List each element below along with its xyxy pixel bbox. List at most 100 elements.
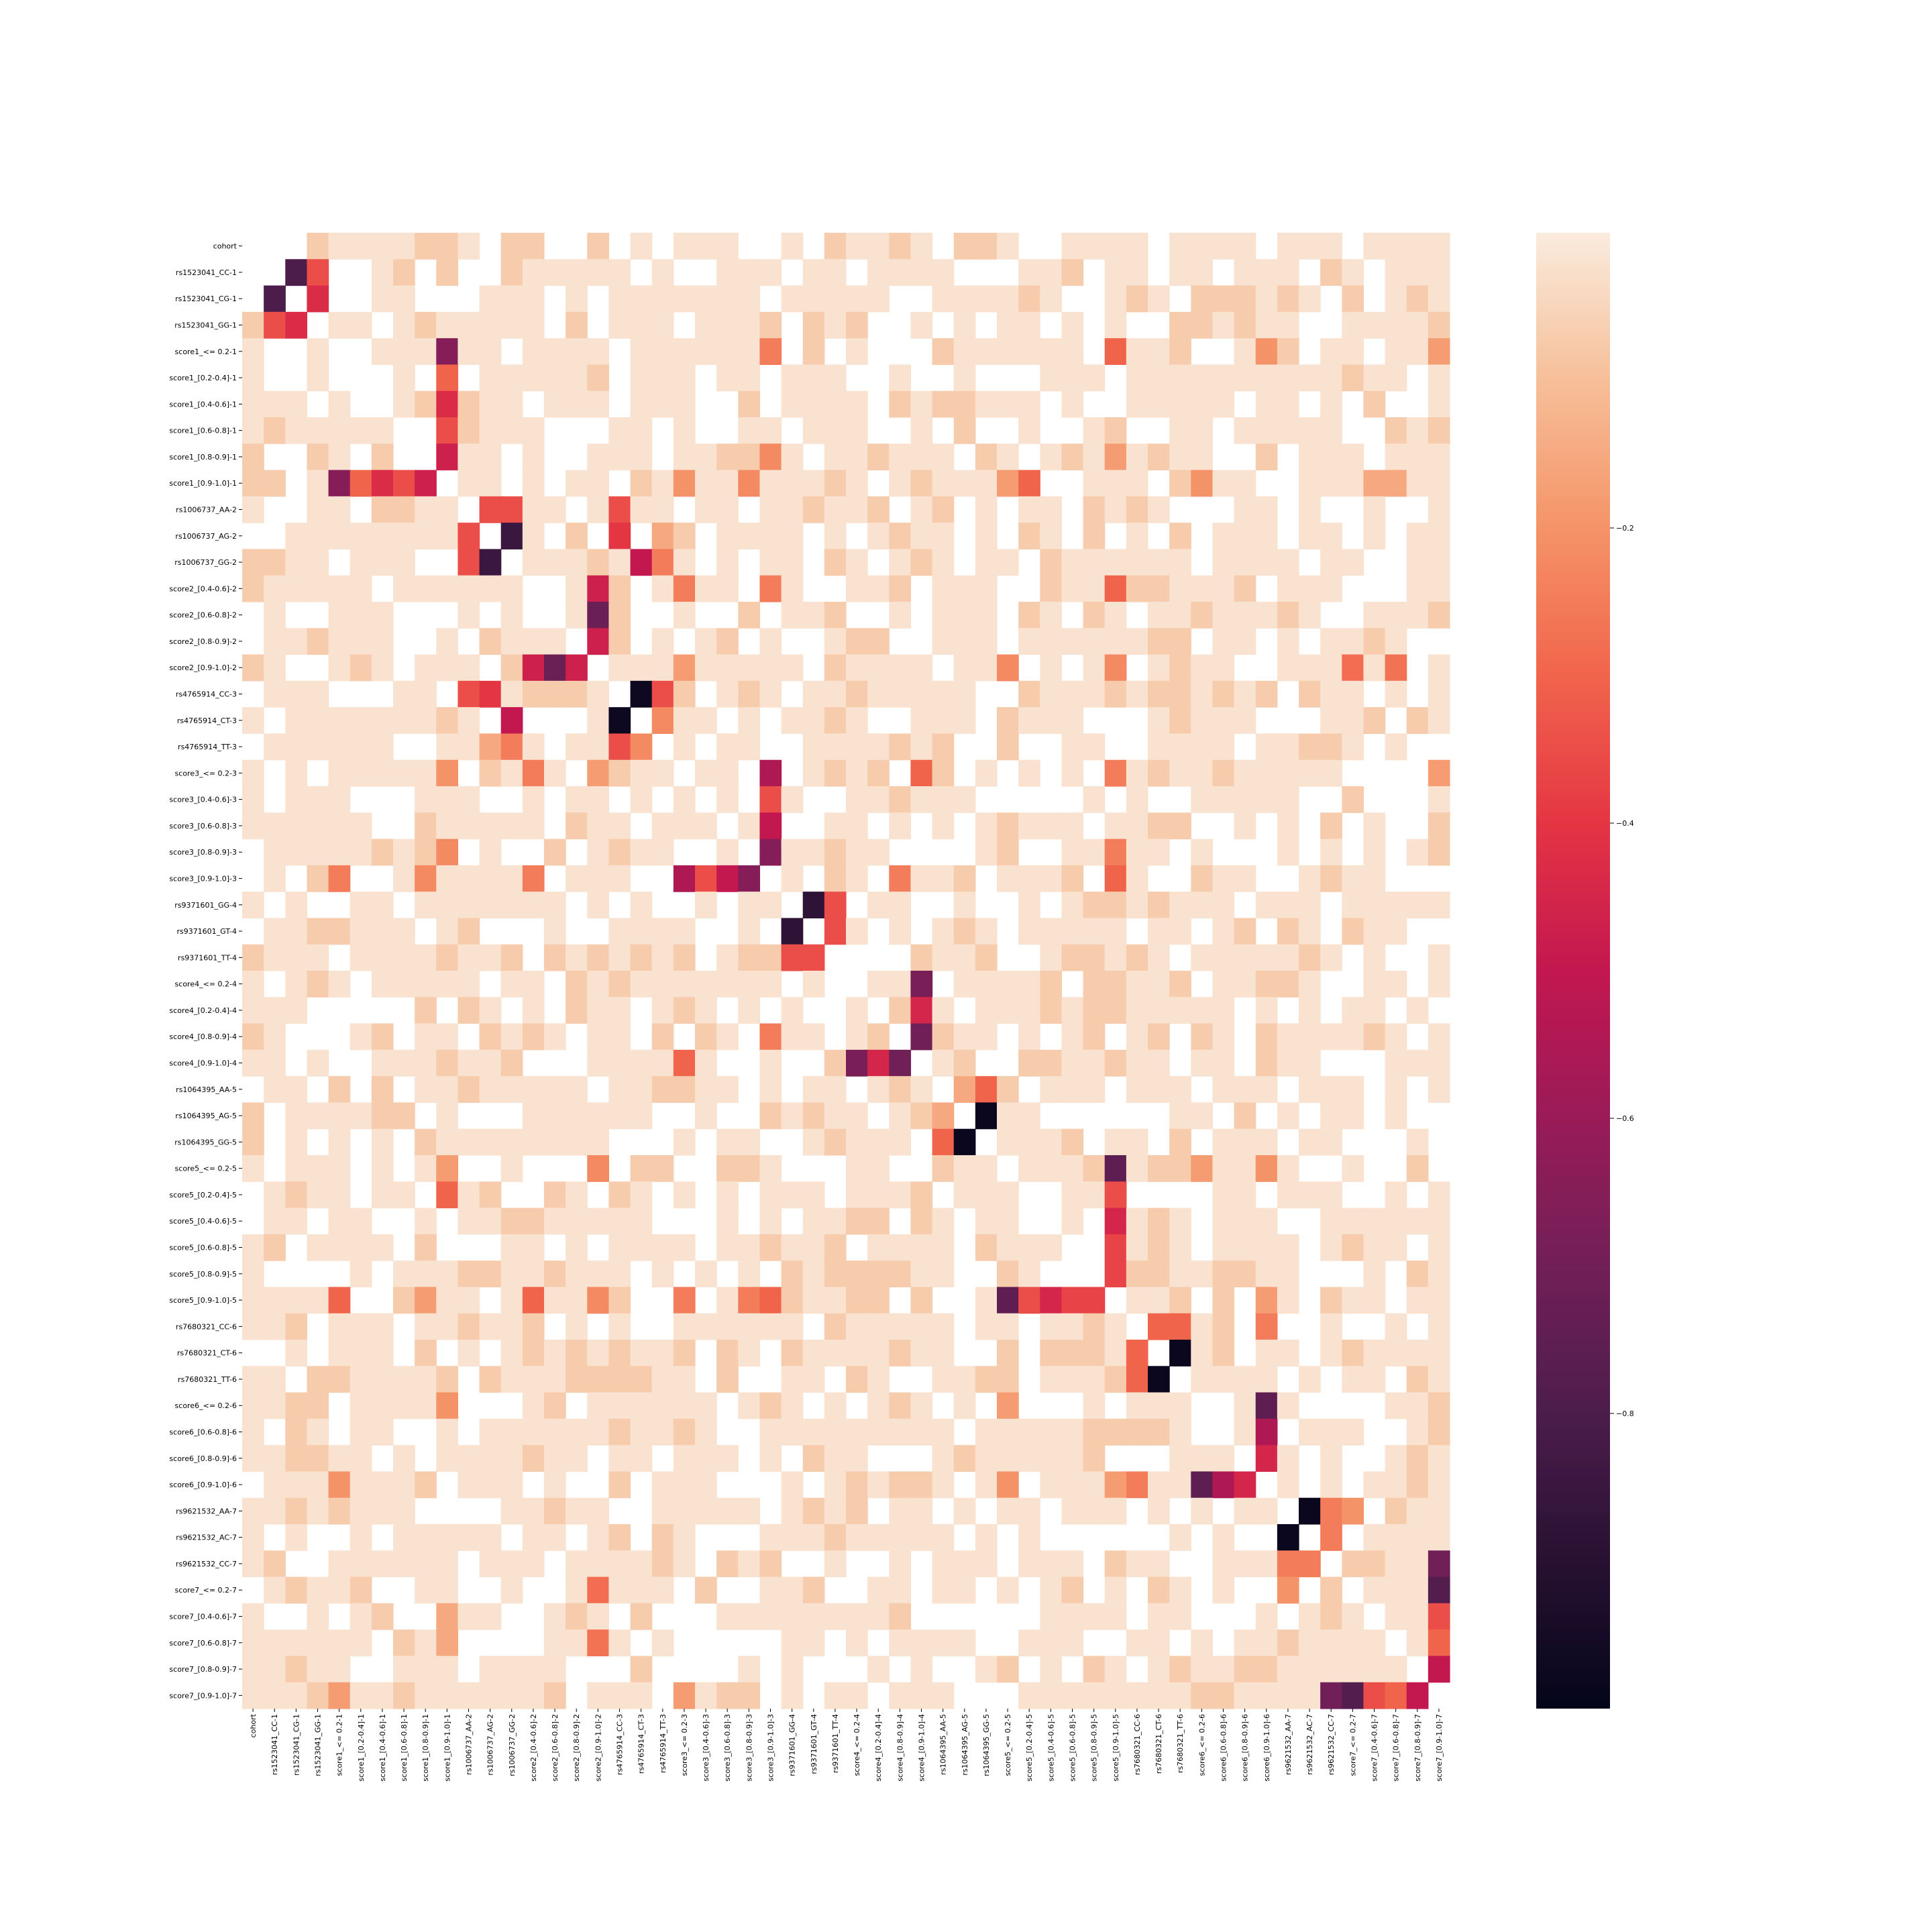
heatmap-cell	[350, 470, 372, 497]
heatmap-cell	[910, 1418, 933, 1446]
heatmap-cell	[1083, 1497, 1106, 1525]
heatmap-cell	[566, 1550, 588, 1578]
heatmap-cell	[500, 1260, 523, 1288]
heatmap-cell	[1255, 1682, 1278, 1709]
heatmap-cell	[566, 390, 588, 418]
heatmap-cell	[1320, 1340, 1342, 1366]
heatmap-cell	[1061, 1550, 1084, 1578]
heatmap-cell	[479, 1603, 502, 1630]
heatmap-cell	[1299, 1023, 1321, 1051]
heatmap-cell	[415, 1049, 437, 1077]
heatmap-cell	[1061, 1181, 1084, 1209]
heatmap-cell	[1018, 997, 1040, 1024]
heatmap-cell	[781, 1497, 804, 1525]
heatmap-cell	[1428, 496, 1450, 523]
heatmap-cell	[544, 759, 566, 787]
heatmap-cell	[651, 1392, 674, 1419]
heatmap-cell	[1148, 1656, 1170, 1683]
heatmap-cell	[889, 575, 912, 602]
heatmap-cell	[500, 1471, 523, 1499]
heatmap-cell	[371, 470, 394, 497]
y-tick-label: score6_[0.9-1.0]-6	[169, 1481, 237, 1489]
heatmap-cell	[802, 390, 825, 418]
heatmap-cell	[889, 233, 912, 260]
heatmap-cell	[307, 338, 329, 366]
heatmap-cell	[522, 1418, 545, 1446]
heatmap-cell	[479, 812, 502, 840]
heatmap-cell	[1363, 707, 1386, 735]
heatmap-cell	[1018, 1155, 1040, 1182]
heatmap-cell	[500, 1049, 523, 1077]
heatmap-cell	[802, 338, 825, 366]
heatmap-cell	[415, 839, 437, 866]
heatmap-cell	[738, 1656, 761, 1683]
y-tick-label: score1_[0.9-1.0]-1	[169, 479, 237, 488]
heatmap-cell	[759, 812, 782, 840]
heatmap-cell	[436, 390, 459, 418]
x-tick-label: score7_[0.8-0.9]-7	[1413, 1714, 1422, 1782]
heatmap-cell	[1040, 259, 1063, 286]
heatmap-cell	[1061, 839, 1084, 866]
heatmap-cell	[371, 759, 394, 787]
heatmap-cell	[1299, 1049, 1321, 1077]
heatmap-cell	[1018, 311, 1040, 339]
heatmap-cell	[716, 285, 739, 313]
heatmap-cell	[1148, 918, 1170, 945]
heatmap-cell	[1148, 1629, 1170, 1657]
heatmap-cell	[910, 523, 933, 550]
heatmap-cell	[307, 1102, 329, 1130]
heatmap-cell	[1428, 1524, 1450, 1551]
heatmap-cell	[285, 759, 308, 787]
heatmap-cell	[910, 997, 933, 1024]
heatmap-cell	[1212, 786, 1235, 813]
y-tick-label: rs1523041_CC-1	[176, 268, 237, 277]
heatmap-cell	[1428, 892, 1450, 919]
heatmap-cell	[544, 654, 566, 682]
heatmap-cell	[544, 1603, 566, 1630]
heatmap-cell	[738, 364, 761, 392]
heatmap-cell	[997, 1392, 1019, 1419]
heatmap-cell	[867, 1524, 890, 1551]
heatmap-cell	[1342, 1208, 1364, 1235]
heatmap-cell	[1385, 311, 1407, 339]
heatmap-cell	[544, 338, 566, 366]
heatmap-cell	[587, 233, 610, 260]
heatmap-cell	[415, 654, 437, 682]
heatmap-cell	[630, 918, 653, 945]
heatmap-cell	[846, 1524, 868, 1551]
heatmap-cell	[673, 1340, 696, 1366]
heatmap-cell	[458, 311, 480, 339]
heatmap-cell	[781, 997, 804, 1024]
heatmap-cell	[1148, 1023, 1170, 1051]
heatmap-cell	[1385, 1682, 1407, 1709]
heatmap-cell	[1234, 680, 1256, 708]
heatmap-cell	[1277, 549, 1299, 576]
heatmap-cell	[738, 1682, 761, 1709]
heatmap-cell	[350, 311, 372, 339]
heatmap-cell	[1126, 470, 1148, 497]
heatmap-cell	[1126, 997, 1148, 1024]
heatmap-cell	[1040, 1155, 1063, 1182]
heatmap-cell	[1169, 1418, 1191, 1446]
heatmap-cell	[1169, 654, 1191, 682]
heatmap-cell	[997, 1497, 1019, 1525]
heatmap-cell	[1169, 1287, 1191, 1314]
heatmap-cell	[1385, 1234, 1407, 1261]
heatmap-cell	[1277, 1576, 1299, 1604]
heatmap-cell	[695, 1260, 717, 1288]
heatmap-cell	[608, 759, 631, 787]
heatmap-cell	[781, 1023, 804, 1051]
heatmap-cell	[975, 470, 998, 497]
heatmap-cell	[436, 865, 459, 892]
heatmap-cell	[371, 1392, 394, 1419]
heatmap-cell	[522, 971, 545, 998]
heatmap-cell	[264, 1287, 286, 1314]
heatmap-cell	[1083, 892, 1106, 919]
heatmap-cell	[1277, 759, 1299, 787]
heatmap-cell	[1191, 311, 1214, 339]
heatmap-cell	[1061, 364, 1084, 392]
heatmap-cell	[1255, 997, 1278, 1024]
heatmap-cell	[824, 390, 847, 418]
heatmap-cell	[587, 390, 610, 418]
heatmap-cell	[1104, 680, 1127, 708]
